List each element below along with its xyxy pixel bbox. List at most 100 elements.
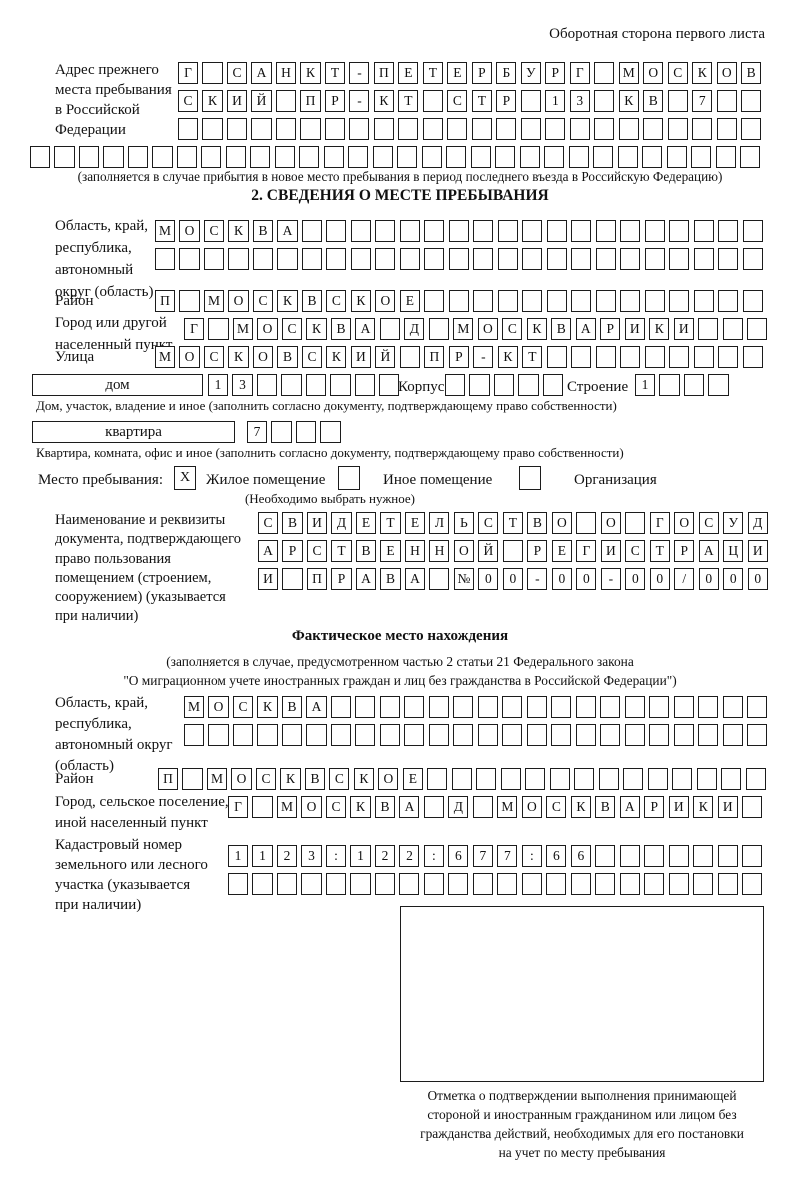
stay-region-row-2-cell-16[interactable]: [522, 248, 543, 270]
stay-city-row-cell-19[interactable]: И: [624, 318, 645, 340]
doc-row-3-cell-3[interactable]: П: [306, 568, 328, 590]
prev-address-row-2-cell-6[interactable]: П: [300, 90, 321, 112]
prev-address-row-4-cell-19[interactable]: [470, 146, 491, 168]
stay-region-row-1-cell-7[interactable]: [301, 220, 322, 242]
doc-row-1-cell-4[interactable]: Д: [331, 512, 352, 534]
korpus-row-cell-5[interactable]: [542, 374, 564, 396]
actual-district-row-cell-1[interactable]: П: [158, 768, 179, 790]
doc-row-1-cell-10[interactable]: С: [478, 512, 499, 534]
prev-address-row-4-cell-5[interactable]: [127, 146, 149, 168]
actual-region-row-2-cell-10[interactable]: [404, 724, 425, 746]
actual-region-row-1-cell-15[interactable]: [526, 696, 547, 718]
actual-region-row-2-cell-9[interactable]: [379, 724, 400, 746]
doc-row-1-cell-13[interactable]: О: [551, 512, 572, 534]
actual-region-row-1-cell-5[interactable]: В: [281, 696, 303, 718]
stay-district-row-cell-10[interactable]: О: [375, 290, 396, 312]
actual-district-row-cell-10[interactable]: О: [378, 768, 399, 790]
actual-district-row-cell-4[interactable]: О: [231, 768, 252, 790]
stay-region-row-1-cell-5[interactable]: В: [252, 220, 274, 242]
stay-region-row-2-cell-13[interactable]: [448, 248, 469, 270]
prev-address-row-1-cell-4[interactable]: А: [251, 62, 272, 84]
doc-row-2-cell-19[interactable]: А: [698, 540, 719, 562]
actual-city-row-cell-13[interactable]: О: [521, 796, 542, 818]
stay-city-row-cell-21[interactable]: И: [673, 318, 694, 340]
doc-row-1-cell-7[interactable]: Е: [404, 512, 425, 534]
stay-street-row-cell-2[interactable]: О: [179, 346, 200, 368]
prev-address-row-4-cell-28[interactable]: [691, 146, 712, 168]
cadastre-row-2-cell-20[interactable]: [693, 873, 714, 895]
stay-street-row-cell-1[interactable]: М: [155, 346, 176, 368]
doc-row-2-cell-17[interactable]: Т: [649, 540, 670, 562]
stay-street-row-cell-6[interactable]: В: [277, 346, 298, 368]
house-number-row-cell-2[interactable]: 3: [232, 374, 253, 396]
stay-district-row-cell-12[interactable]: [424, 290, 445, 312]
prev-address-row-2-cell-12[interactable]: С: [447, 90, 468, 112]
doc-row-3-cell-18[interactable]: /: [674, 568, 695, 590]
prev-address-row-1-cell-10[interactable]: Е: [398, 62, 419, 84]
stay-street-row-cell-19[interactable]: [595, 346, 616, 368]
prev-address-row-3-cell-15[interactable]: [520, 118, 541, 140]
prev-address-row-1-cell-14[interactable]: Б: [496, 62, 517, 84]
prev-address-row-1-cell-23[interactable]: О: [716, 62, 737, 84]
prev-address-row-3-cell-24[interactable]: [741, 118, 762, 140]
prev-address-row-3-cell-7[interactable]: [324, 118, 345, 140]
doc-row-1-cell-12[interactable]: В: [527, 512, 548, 534]
stay-street-row-cell-3[interactable]: С: [203, 346, 225, 368]
stay-district-row-cell-19[interactable]: [595, 290, 616, 312]
doc-row-3-cell-5[interactable]: А: [355, 568, 377, 590]
prev-address-row-2-cell-8[interactable]: -: [349, 90, 370, 112]
stay-street-row-cell-17[interactable]: [546, 346, 567, 368]
actual-region-row-2-cell-23[interactable]: [722, 724, 743, 746]
doc-row-2-cell-3[interactable]: С: [306, 540, 328, 562]
prev-address-row-4-cell-17[interactable]: [421, 146, 442, 168]
doc-row-3-cell-13[interactable]: 0: [551, 568, 572, 590]
actual-region-row-2-cell-5[interactable]: [281, 724, 303, 746]
stay-city-row-cell-22[interactable]: [698, 318, 719, 340]
prev-address-row-3-cell-16[interactable]: [545, 118, 566, 140]
stay-street-row-cell-4[interactable]: К: [228, 346, 249, 368]
cadastre-row-2-cell-15[interactable]: [570, 873, 591, 895]
actual-city-row-cell-14[interactable]: С: [546, 796, 567, 818]
doc-row-2-cell-1[interactable]: А: [258, 540, 279, 562]
stay-region-row-1-cell-3[interactable]: С: [203, 220, 225, 242]
doc-row-1-cell-21[interactable]: Д: [747, 512, 768, 534]
stay-region-row-1-cell-6[interactable]: А: [277, 220, 298, 242]
prev-address-row-3-cell-22[interactable]: [692, 118, 713, 140]
stay-city-row-cell-12[interactable]: М: [453, 318, 474, 340]
stay-region-row-1-cell-20[interactable]: [620, 220, 641, 242]
house-number-row-cell-4[interactable]: [281, 374, 302, 396]
prev-address-row-4-cell-2[interactable]: [54, 146, 75, 168]
stroenie-row-cell-3[interactable]: [683, 374, 705, 396]
cadastre-row-2-cell-6[interactable]: [350, 873, 371, 895]
actual-region-row-2-cell-12[interactable]: [453, 724, 474, 746]
prev-address-row-2-cell-5[interactable]: [275, 90, 297, 112]
cadastre-row-1-cell-13[interactable]: :: [521, 845, 542, 867]
prev-address-row-1-cell-1[interactable]: Г: [178, 62, 199, 84]
stay-city-row-cell-9[interactable]: [379, 318, 400, 340]
actual-city-row-cell-2[interactable]: [252, 796, 273, 818]
prev-address-row-2-cell-1[interactable]: С: [178, 90, 199, 112]
doc-row-3-cell-10[interactable]: 0: [478, 568, 499, 590]
actual-city-row-cell-3[interactable]: М: [276, 796, 298, 818]
prev-address-row-4-cell-10[interactable]: [250, 146, 271, 168]
prev-address-row-4-cell-12[interactable]: [299, 146, 320, 168]
prev-address-row-4-cell-14[interactable]: [348, 146, 369, 168]
stay-city-row-cell-14[interactable]: С: [502, 318, 523, 340]
actual-region-row-1-cell-6[interactable]: А: [306, 696, 327, 718]
prev-address-row-4-cell-16[interactable]: [397, 146, 418, 168]
actual-region-row-1-cell-22[interactable]: [698, 696, 719, 718]
cadastre-row-1-cell-15[interactable]: 6: [570, 845, 591, 867]
actual-district-row-cell-13[interactable]: [451, 768, 472, 790]
stay-street-row-cell-5[interactable]: О: [252, 346, 274, 368]
prev-address-row-4-cell-1[interactable]: [30, 146, 51, 168]
prev-address-row-3-cell-13[interactable]: [471, 118, 492, 140]
stay-city-row-cell-16[interactable]: В: [551, 318, 572, 340]
stay-region-row-2-cell-11[interactable]: [399, 248, 420, 270]
cadastre-row-2-cell-21[interactable]: [717, 873, 738, 895]
cadastre-row-2-cell-18[interactable]: [644, 873, 665, 895]
doc-row-1-cell-1[interactable]: С: [258, 512, 279, 534]
actual-city-row-cell-10[interactable]: Д: [448, 796, 469, 818]
cadastre-row-2-cell-3[interactable]: [276, 873, 298, 895]
cadastre-row-1-cell-22[interactable]: [742, 845, 763, 867]
prev-address-row-1-cell-6[interactable]: К: [300, 62, 321, 84]
